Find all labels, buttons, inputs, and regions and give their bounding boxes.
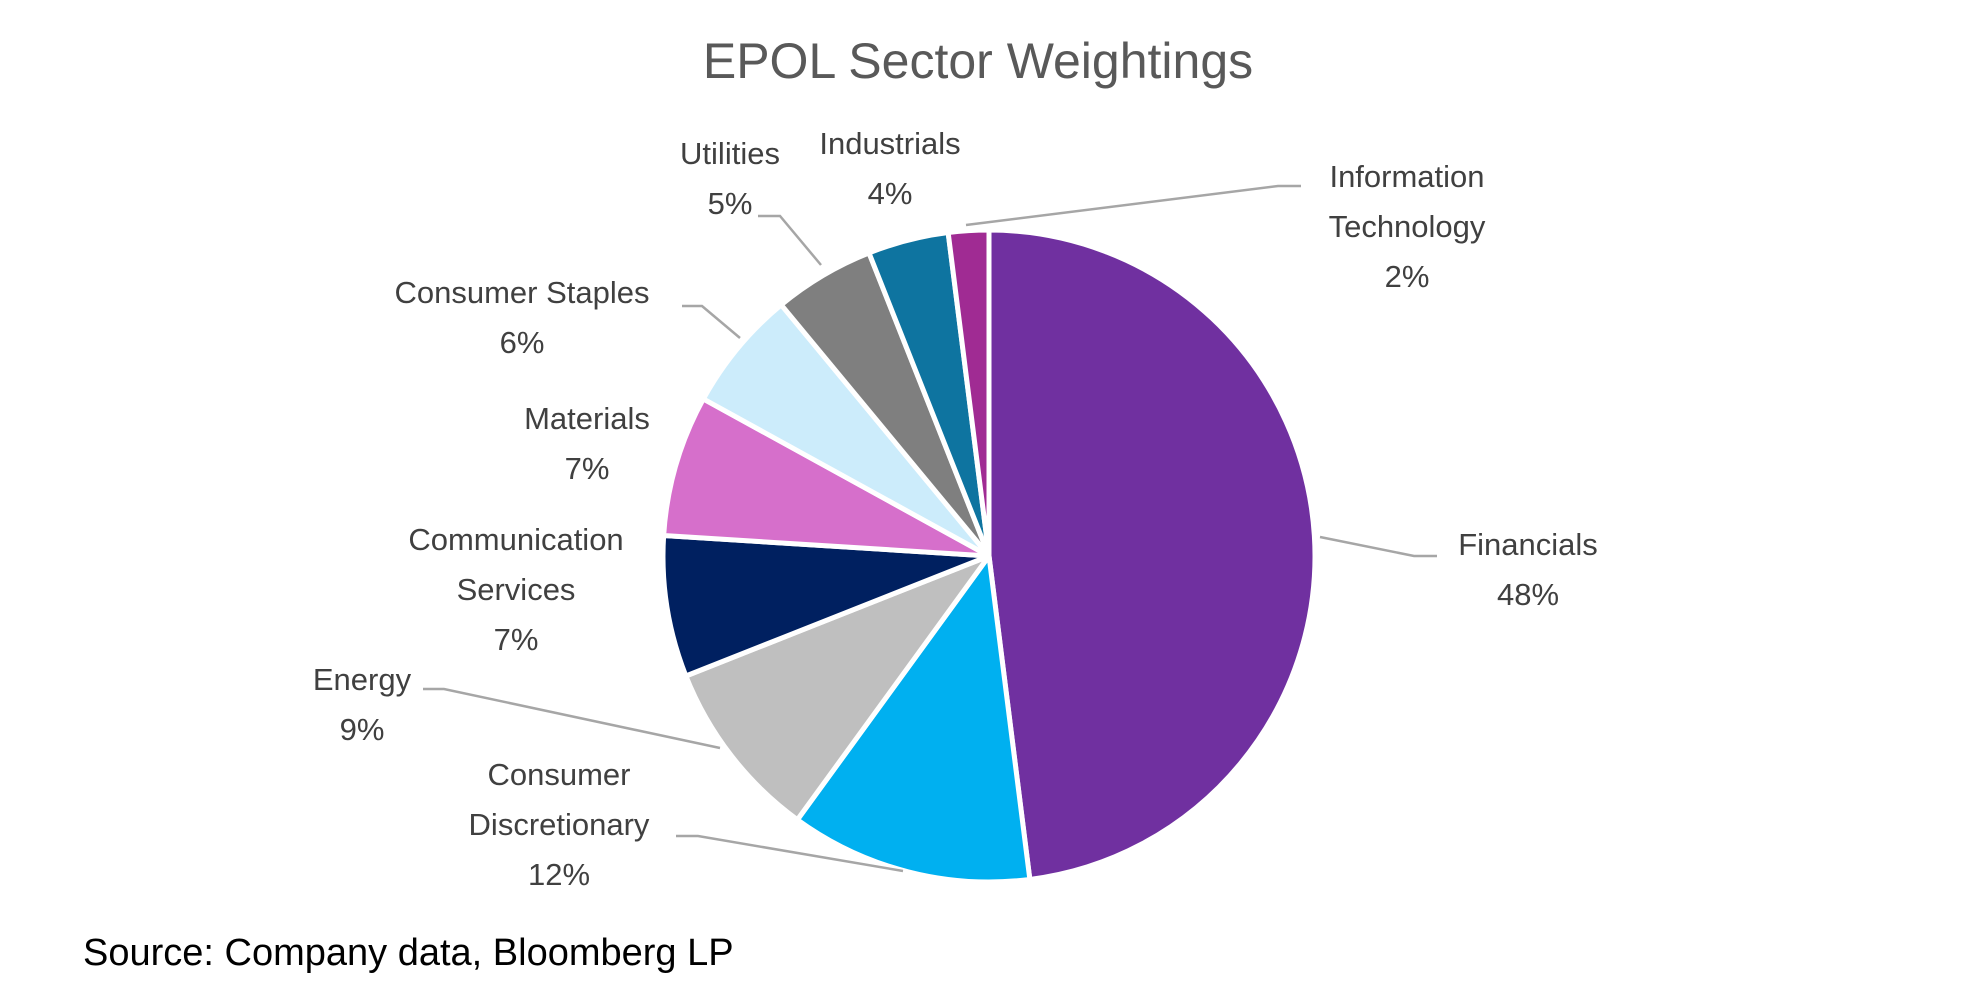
leader-line bbox=[965, 184, 1301, 227]
leader-line bbox=[1319, 535, 1437, 558]
data-label-name: Discretionary bbox=[469, 807, 650, 842]
data-label-name: Communication bbox=[408, 522, 623, 557]
source-note: Source: Company data, Bloomberg LP bbox=[83, 932, 734, 974]
data-label-name: Energy bbox=[313, 662, 412, 697]
data-label-name: Consumer Staples bbox=[394, 275, 649, 310]
leader-line bbox=[423, 687, 721, 750]
data-label-value: 7% bbox=[494, 622, 539, 657]
data-label-name: Utilities bbox=[680, 136, 780, 171]
pie-slice-communication-services bbox=[660, 533, 992, 679]
data-label-name: Consumer bbox=[488, 757, 631, 792]
data-label-value: 2% bbox=[1385, 259, 1430, 294]
pie-slice-energy bbox=[683, 553, 992, 823]
pie-slice-consumer-discretionary bbox=[794, 553, 1033, 885]
data-label-value: 7% bbox=[565, 451, 610, 486]
leader-line bbox=[676, 834, 904, 873]
data-label-name: Information bbox=[1329, 159, 1484, 194]
pie-slice-information-technology bbox=[945, 227, 992, 559]
data-label-name: Technology bbox=[1329, 209, 1486, 244]
chart-title: EPOL Sector Weightings bbox=[703, 33, 1253, 89]
pie-slice-materials bbox=[661, 396, 992, 559]
leader-line bbox=[682, 304, 741, 339]
data-label-value: 6% bbox=[500, 325, 545, 360]
leader-line bbox=[758, 214, 822, 266]
data-label-name: Materials bbox=[524, 401, 650, 436]
data-label-name: Services bbox=[457, 572, 576, 607]
data-label-name: Financials bbox=[1458, 527, 1598, 562]
data-label-value: 9% bbox=[340, 712, 385, 747]
data-label-value: 48% bbox=[1497, 577, 1559, 612]
data-label-value: 12% bbox=[528, 857, 590, 892]
data-label-value: 4% bbox=[868, 176, 913, 211]
data-label-value: 5% bbox=[708, 186, 753, 221]
pie-slice-financials bbox=[986, 227, 1318, 882]
data-label-name: Industrials bbox=[819, 126, 960, 161]
